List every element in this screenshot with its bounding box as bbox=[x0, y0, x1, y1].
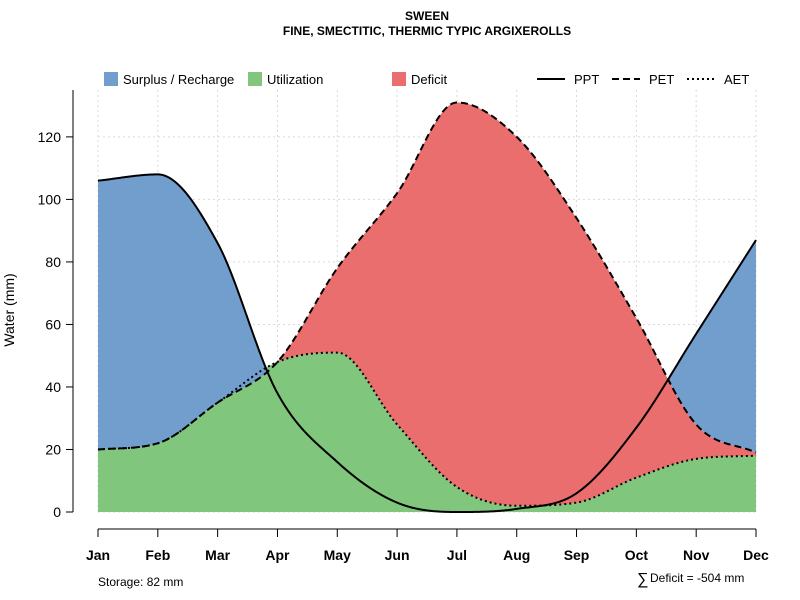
y-tick-label: 60 bbox=[45, 316, 61, 332]
x-tick-label: Mar bbox=[205, 547, 230, 563]
legend-swatch-deficit bbox=[392, 72, 406, 86]
deficit-annotation: Deficit = -504 mm bbox=[650, 571, 744, 585]
x-tick-label: Jan bbox=[86, 547, 110, 563]
x-tick-label: Sep bbox=[564, 547, 590, 563]
deficit-area bbox=[98, 102, 756, 506]
x-tick-label: Jun bbox=[385, 547, 410, 563]
chart-subtitle: FINE, SMECTITIC, THERMIC TYPIC ARGIXEROL… bbox=[283, 24, 571, 38]
y-tick-label: 0 bbox=[53, 504, 61, 520]
series-lines bbox=[97, 101, 757, 513]
area-layer bbox=[98, 102, 756, 512]
legend-label-utilization: Utilization bbox=[267, 72, 323, 87]
legend: Surplus / Recharge Utilization Deficit P… bbox=[104, 72, 749, 87]
y-tick-label: 80 bbox=[45, 254, 61, 270]
chart-title: SWEEN bbox=[405, 9, 449, 23]
x-tick-label: Oct bbox=[625, 547, 649, 563]
surplus-recharge-area bbox=[98, 102, 756, 453]
x-tick-label: Dec bbox=[743, 547, 769, 563]
x-tick-label: Jul bbox=[447, 547, 467, 563]
legend-label-aet: AET bbox=[724, 72, 749, 87]
series-line-aet bbox=[97, 351, 757, 507]
x-tick-label: Nov bbox=[683, 547, 710, 563]
y-tick-label: 100 bbox=[38, 191, 62, 207]
x-tick-label: Feb bbox=[145, 547, 170, 563]
legend-label-pet: PET bbox=[649, 72, 674, 87]
series-line-ppt bbox=[97, 173, 757, 513]
y-axis-label: Water (mm) bbox=[1, 273, 17, 346]
x-tick-label: May bbox=[324, 547, 351, 563]
storage-annotation: Storage: 82 mm bbox=[98, 575, 183, 589]
series-line-pet bbox=[97, 101, 757, 454]
y-tick-label: 40 bbox=[45, 379, 61, 395]
utilization-area bbox=[98, 352, 756, 512]
deficit-sum-symbol: ∑ bbox=[637, 571, 648, 588]
x-tick-label: Apr bbox=[265, 547, 290, 563]
y-tick-label: 20 bbox=[45, 441, 61, 457]
legend-label-ppt: PPT bbox=[574, 72, 599, 87]
x-tick-label: Aug bbox=[503, 547, 530, 563]
y-tick-label: 120 bbox=[38, 129, 62, 145]
legend-swatch-surplus bbox=[104, 72, 118, 86]
legend-swatch-utilization bbox=[248, 72, 262, 86]
axes: 0 20 40 60 80 100 120 Jan Feb Mar Apr May Jun Jul Aug S… bbox=[38, 90, 769, 563]
legend-label-surplus: Surplus / Recharge bbox=[123, 72, 234, 87]
legend-label-deficit: Deficit bbox=[411, 72, 448, 87]
